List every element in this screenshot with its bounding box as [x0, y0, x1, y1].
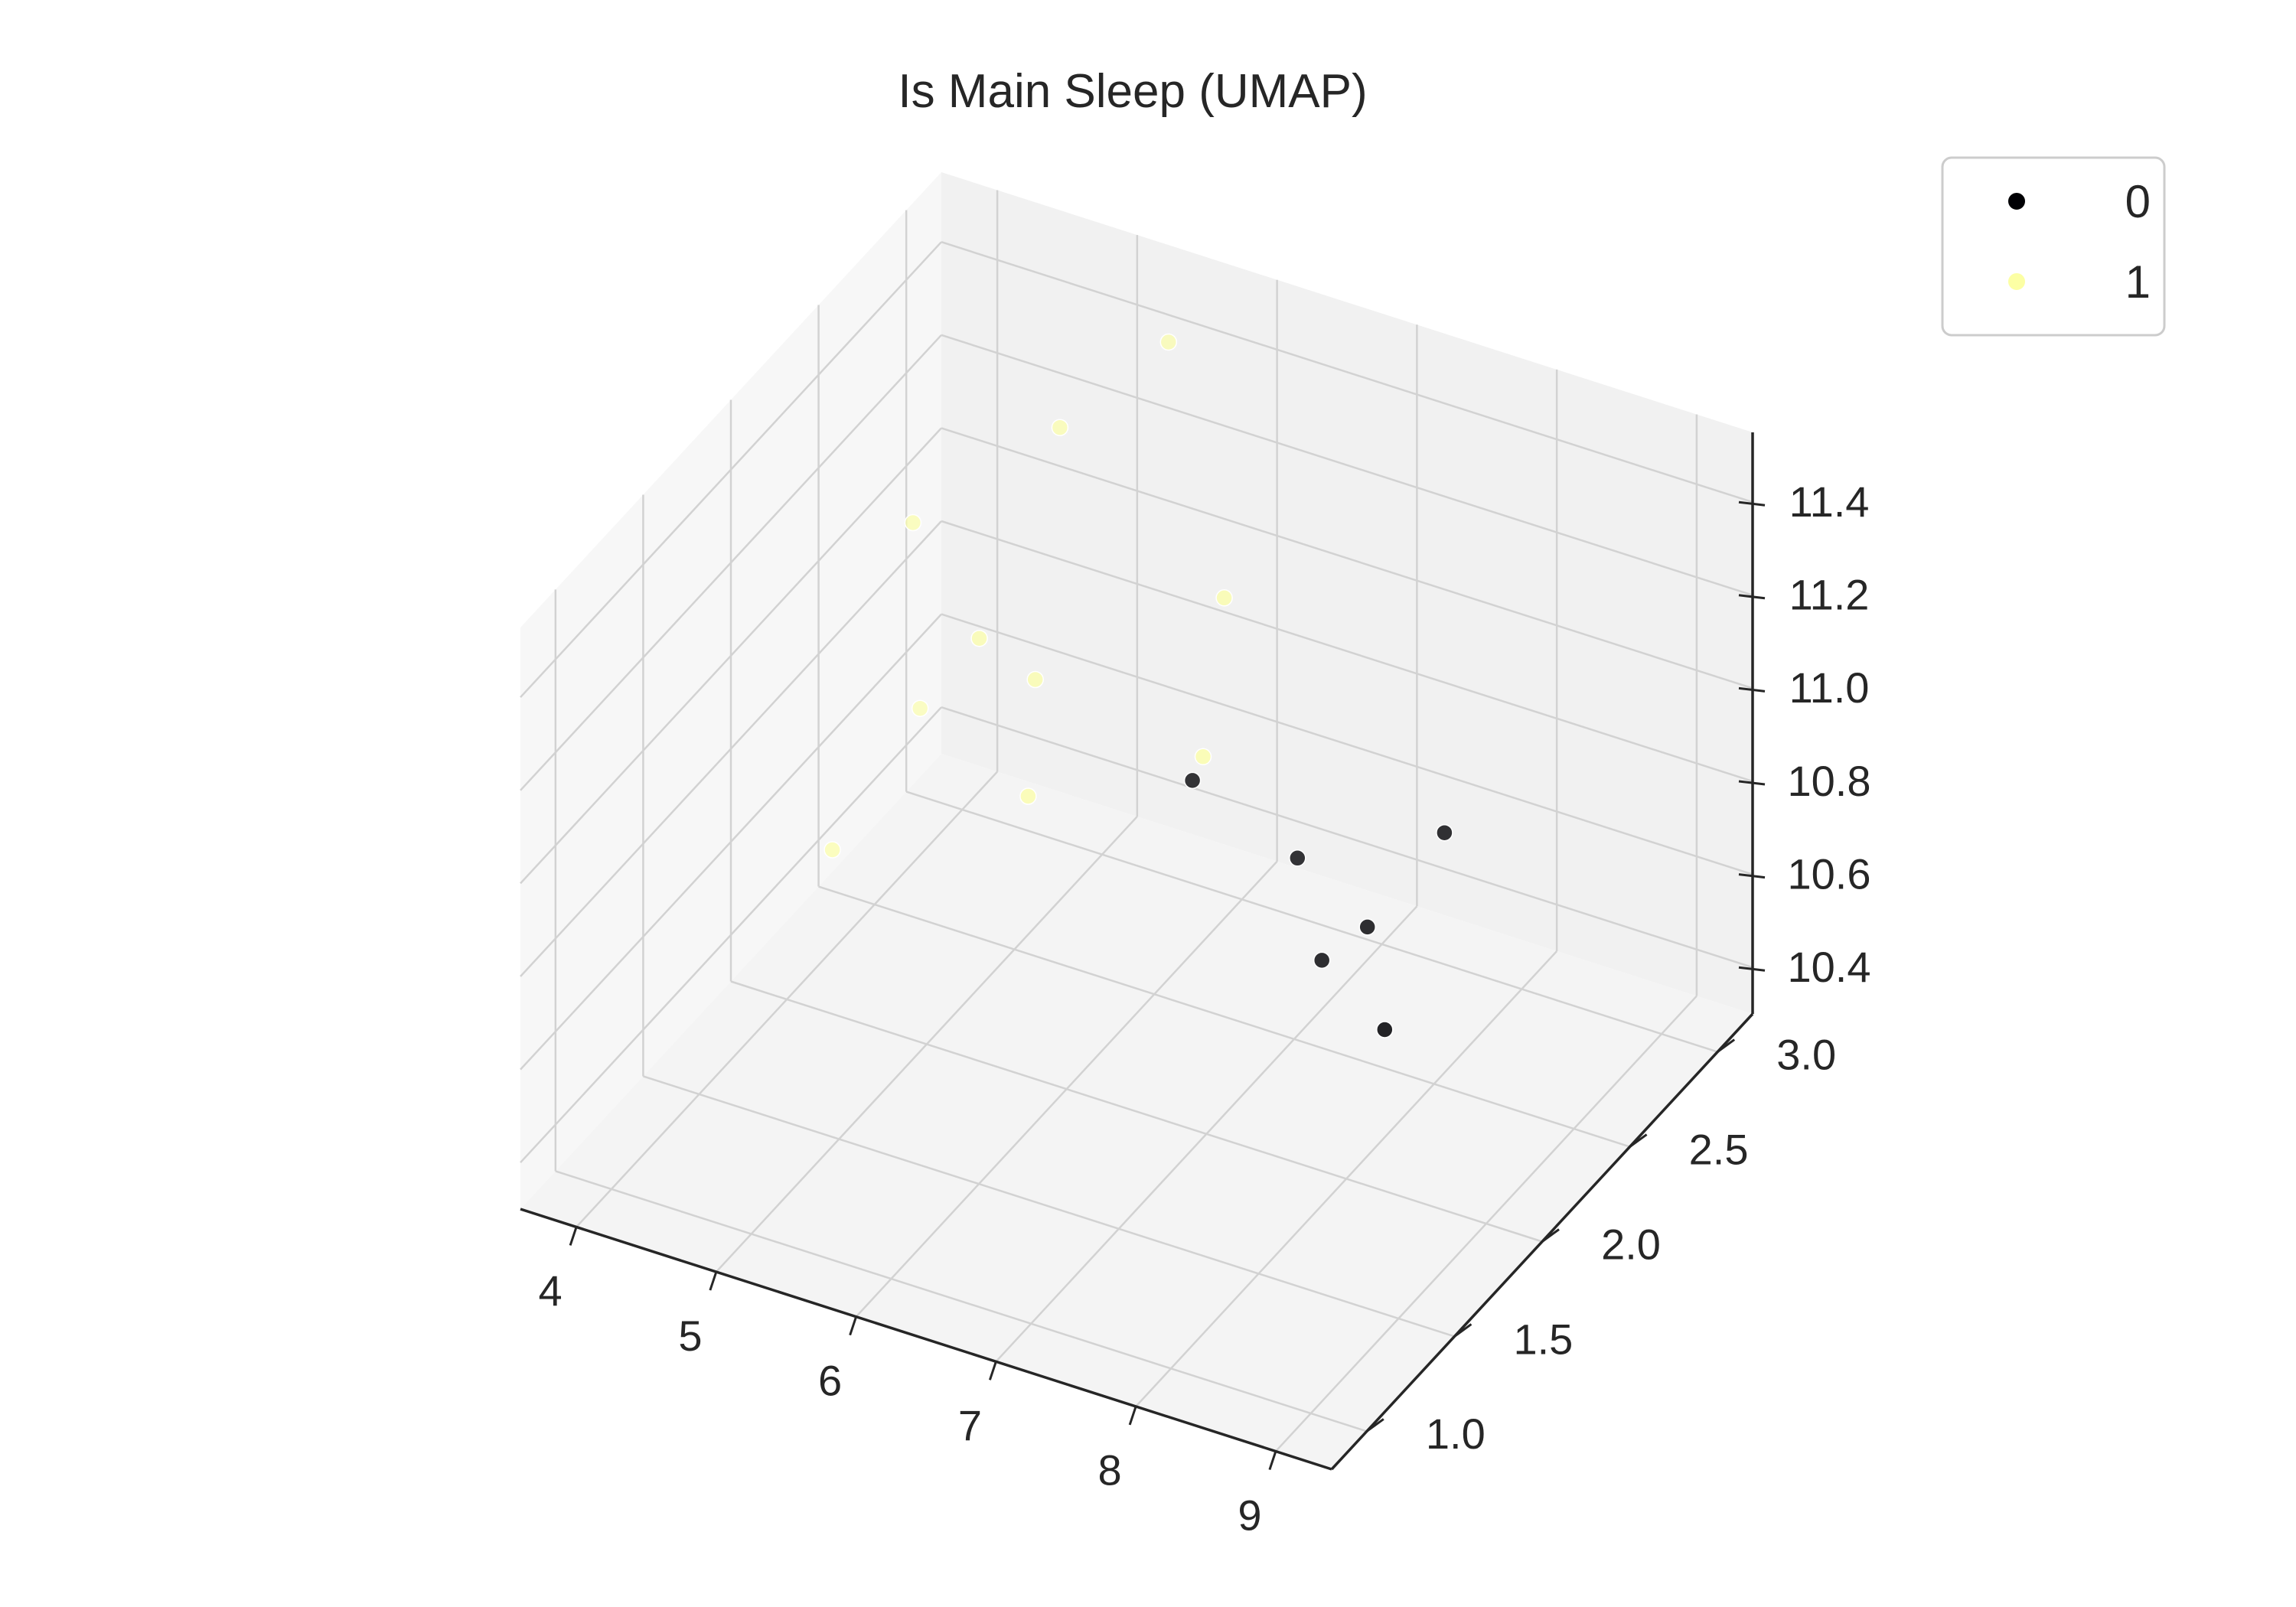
scatter-point-series-0: [1313, 951, 1331, 970]
x-tick: [988, 1361, 997, 1380]
x-tick-label: 9: [1238, 1491, 1261, 1539]
y-tick-label: 2.0: [1601, 1220, 1661, 1268]
z-gridline: [520, 613, 942, 1071]
z-gridline: [941, 241, 1753, 504]
z-gridline: [520, 427, 942, 885]
z-gridline: [941, 427, 1753, 689]
z-tick-label: 11.0: [1789, 663, 1870, 712]
chart-title: Is Main Sleep (UMAP): [898, 65, 1367, 118]
z-gridline: [520, 706, 942, 1164]
scatter-point-series-1: [1026, 670, 1044, 689]
z-gridline: [520, 520, 942, 977]
scatter-point-series-1: [1194, 748, 1212, 766]
x-tick-label: 5: [678, 1312, 702, 1360]
x-tick: [849, 1316, 858, 1336]
back-pane: [941, 172, 1753, 1014]
scatter-points: [823, 333, 1453, 1038]
z-tick-label: 11.4: [1789, 478, 1870, 526]
x-tick: [569, 1226, 578, 1246]
y-tick-label: 1.5: [1513, 1315, 1573, 1363]
scatter-point-series-0: [1376, 1021, 1394, 1038]
y-tick-label: 3.0: [1776, 1030, 1836, 1078]
scatter-point-series-1: [823, 841, 841, 859]
z-gridline: [941, 706, 1753, 969]
legend-marker-1: [2007, 272, 2027, 292]
z-gridline: [520, 241, 942, 699]
scatter-point-series-1: [970, 629, 988, 647]
y-gridline: [905, 790, 1718, 1053]
y-gridline: [643, 1075, 1455, 1338]
z-tick-label: 10.4: [1788, 943, 1871, 991]
gridlines: [520, 190, 1753, 1452]
scatter-point-series-1: [1159, 333, 1178, 351]
panes-layer: [520, 172, 1753, 1469]
z-gridline: [941, 520, 1753, 783]
scatter-point-series-1: [904, 513, 922, 532]
legend-box: [1941, 156, 2166, 337]
scatter-point-series-1: [1215, 589, 1233, 607]
scatter-point-series-0: [1289, 849, 1306, 867]
y-gridline: [730, 980, 1543, 1243]
legend: 0 1: [1941, 156, 2166, 337]
scatter-point-series-1: [911, 699, 929, 717]
x-tick-label: 6: [818, 1356, 842, 1404]
legend-label-1: 1: [2125, 256, 2151, 308]
scatter-point-series-1: [1051, 419, 1069, 436]
y-axis-line: [1330, 1012, 1754, 1471]
x-tick-label: 4: [539, 1266, 563, 1315]
x-tick: [1128, 1406, 1137, 1426]
y-tick-label: 2.5: [1689, 1125, 1749, 1173]
z-gridline: [520, 334, 942, 791]
x-axis-line: [520, 1208, 1332, 1471]
y-gridline: [555, 1170, 1368, 1433]
x-tick: [1268, 1451, 1277, 1471]
scatter-point-series-0: [1436, 823, 1453, 842]
z-gridline: [941, 334, 1753, 596]
x-tick: [709, 1271, 718, 1291]
y-gridline: [818, 885, 1630, 1148]
scatter-point-series-0: [1358, 918, 1376, 936]
x-tick-label: 8: [1098, 1446, 1122, 1495]
scatter-point-series-0: [1183, 771, 1202, 790]
z-tick-label: 10.6: [1788, 849, 1871, 898]
z-tick-label: 11.2: [1789, 571, 1870, 619]
legend-label-0: 0: [2125, 176, 2151, 227]
x-tick-label: 7: [958, 1401, 982, 1449]
scatter-point-series-1: [1019, 787, 1037, 805]
axes: 4 5 6 7 8 9 1.0 1.5 2.0 2.5 3.0 10.4 10.6 10.8 11.0 11.…: [520, 432, 1871, 1539]
legend-marker-0: [2007, 191, 2027, 211]
z-tick-label: 10.8: [1788, 757, 1871, 805]
y-tick-label: 1.0: [1426, 1410, 1486, 1458]
z-gridline: [941, 613, 1753, 875]
